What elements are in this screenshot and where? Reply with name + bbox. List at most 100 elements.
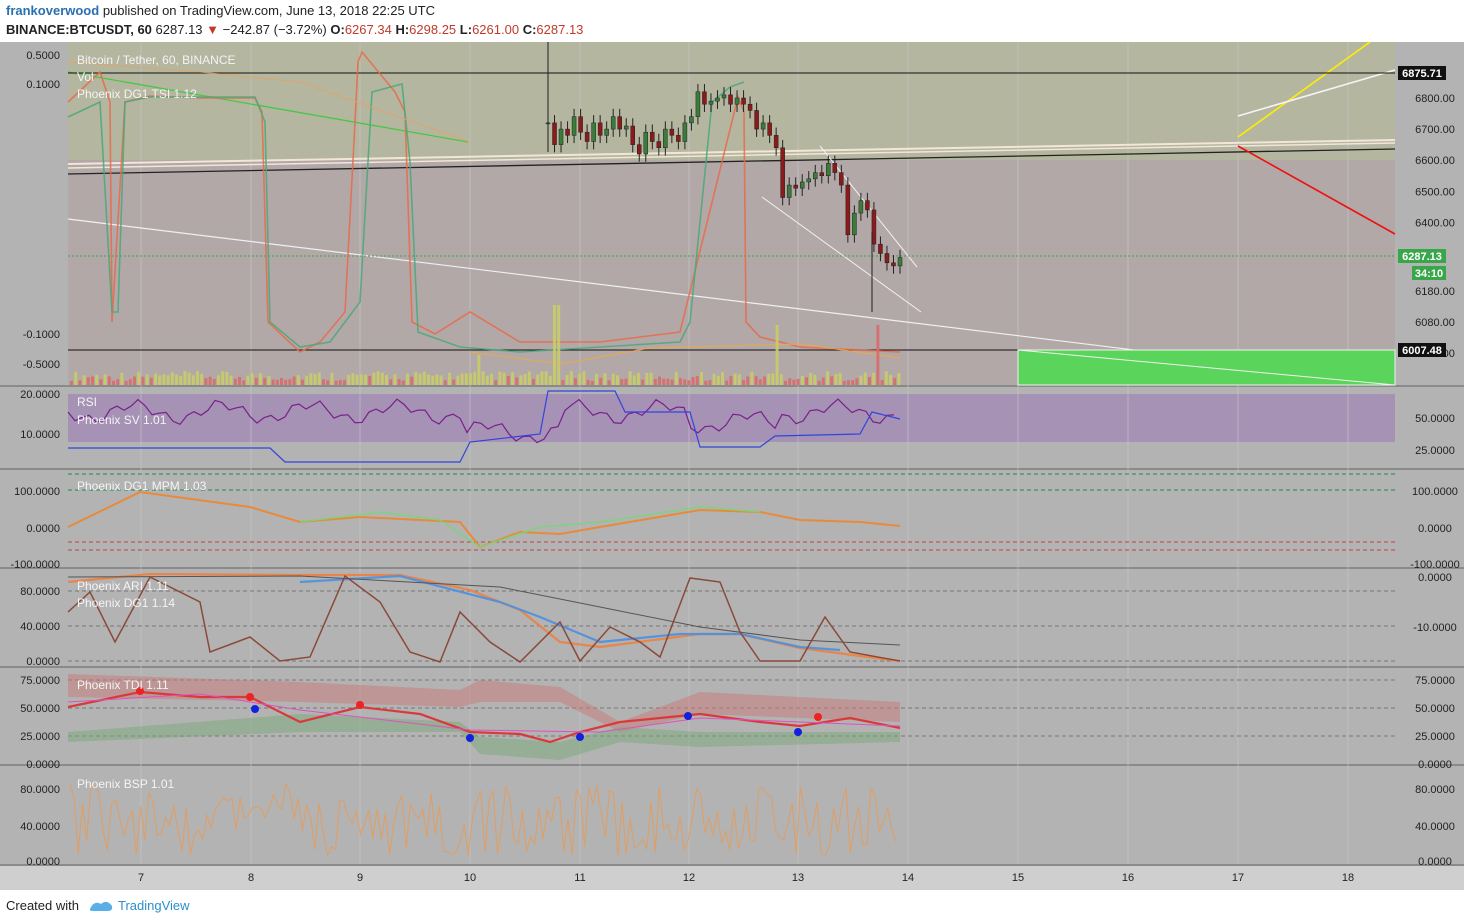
tdi-signal-dot <box>576 733 584 741</box>
volume-bar <box>284 379 288 385</box>
volume-bar <box>170 372 174 385</box>
volume-bar <box>712 373 716 385</box>
tsi-axis-tick: -0.5000 <box>23 359 60 371</box>
volume-bar <box>880 380 884 385</box>
rsi-line <box>67 398 895 444</box>
volume-bar <box>347 375 351 385</box>
volume-bar <box>359 374 363 385</box>
trendline-black <box>67 148 1396 175</box>
price-label: 6287.13 <box>1402 251 1442 263</box>
mpm-right-tick: 100.0000 <box>1412 486 1458 498</box>
volume-bar <box>746 376 750 385</box>
right-axis-strip <box>1395 42 1464 864</box>
candle-body <box>571 116 577 136</box>
rsi-right-tick: 50.0000 <box>1415 413 1455 425</box>
chart-canvas[interactable]: 7 8 9 10 11 12 13 14 15 16 17 18 6800.00 6700.00 6600.… <box>0 42 1464 890</box>
tsi-axis-tick: -0.1000 <box>23 329 60 341</box>
volume-bar <box>855 378 859 385</box>
tdi-signal-dot <box>356 701 364 709</box>
projection-red <box>1237 145 1396 235</box>
mpm-left-tick: 0.0000 <box>26 523 60 535</box>
ari-right-tick: -10.0000 <box>1413 622 1456 634</box>
chart-header: frankoverwood published on TradingView.c… <box>0 0 1464 42</box>
pane-bg-ari <box>68 569 1395 666</box>
candle-body <box>839 172 844 186</box>
tdi-right-tick: 75.0000 <box>1415 675 1455 687</box>
trendline-cream-2 <box>67 142 1396 169</box>
volume-bar <box>427 374 430 385</box>
volume-bar <box>250 373 254 385</box>
volume-bar <box>338 380 342 385</box>
volume-bar <box>259 373 262 385</box>
trendline-cream <box>67 139 1396 165</box>
volume-bar <box>212 378 216 385</box>
volume-bar <box>183 371 187 385</box>
x-tick-label: 10 <box>464 872 476 884</box>
candle-body <box>799 181 805 189</box>
candle-body <box>597 122 603 136</box>
volume-bar <box>288 379 292 385</box>
symbol-line: BINANCE:BTCUSDT, 60 6287.13 ▼ −242.87 (−… <box>6 22 583 37</box>
candle-body <box>806 178 811 183</box>
candles <box>545 84 903 274</box>
volume-bar <box>401 380 405 385</box>
volume-bar <box>389 379 393 385</box>
close-label: C: <box>522 22 537 37</box>
tdi-left-tick: 0.0000 <box>26 759 60 771</box>
volume-bar <box>208 376 212 385</box>
volume-bar <box>343 380 346 385</box>
footer: Created with TradingView <box>0 890 1464 922</box>
volume-bar <box>863 372 867 385</box>
volume-bar <box>527 371 531 385</box>
tsi-axis-tick: 0.1000 <box>26 79 60 91</box>
volume-bars <box>70 305 901 385</box>
candle-body <box>604 128 609 136</box>
volume-bar <box>309 373 313 385</box>
bsp-left-tick: 40.0000 <box>20 821 60 833</box>
volume-bar <box>847 380 850 385</box>
volume-bar <box>742 380 745 385</box>
volume-bar <box>460 373 464 385</box>
volume-bar <box>889 374 892 385</box>
tdi-upper-band <box>68 674 900 732</box>
price-label: 6007.48 <box>1402 345 1442 357</box>
volume-bar <box>868 377 871 385</box>
volume-bar <box>750 371 754 385</box>
volume-bar <box>586 379 590 385</box>
volume-bar <box>116 379 120 385</box>
volume-bar <box>233 378 237 385</box>
low-value: 6261.00 <box>472 22 520 37</box>
volume-bar <box>515 377 519 385</box>
volume-bar <box>826 371 829 385</box>
volume-bar <box>532 378 535 385</box>
volume-bar <box>670 379 674 385</box>
candle-body <box>715 97 720 102</box>
tdi-signal-dot <box>136 687 144 695</box>
volume-bar <box>628 371 632 385</box>
symbol-label: BINANCE:BTCUSDT, 60 <box>6 22 152 37</box>
volume-bar <box>267 375 271 385</box>
legend-label: Phoenix DG1 TSI 1.12 <box>77 87 197 101</box>
bsp-right-tick: 40.0000 <box>1415 821 1455 833</box>
tsi-orange-line <box>67 61 471 143</box>
volume-bar <box>574 378 577 385</box>
volume-bar <box>691 377 695 385</box>
chart-area[interactable]: 7 8 9 10 11 12 13 14 15 16 17 18 6800.00 6700.00 6600.… <box>0 42 1464 890</box>
legend-label: Phoenix ARI 1.11 <box>77 579 169 593</box>
tdi-right-tick: 0.0000 <box>1418 759 1452 771</box>
author-name[interactable]: frankoverwood <box>6 3 100 18</box>
volume-bar <box>607 380 611 385</box>
volume-bar <box>695 376 699 385</box>
volume-bar <box>788 378 792 385</box>
volume-bar <box>187 372 191 385</box>
volume-bar <box>70 381 73 385</box>
high-value: 6298.25 <box>409 22 457 37</box>
ari-left-tick: 40.0000 <box>20 621 60 633</box>
volume-bar <box>758 379 762 385</box>
volume-bar <box>603 373 607 385</box>
volume-bar <box>74 371 78 385</box>
volume-bar <box>595 373 598 385</box>
candle-body <box>741 97 746 105</box>
tradingview-brand[interactable]: TradingView <box>118 898 190 913</box>
tradingview-logo-icon[interactable] <box>88 897 114 913</box>
